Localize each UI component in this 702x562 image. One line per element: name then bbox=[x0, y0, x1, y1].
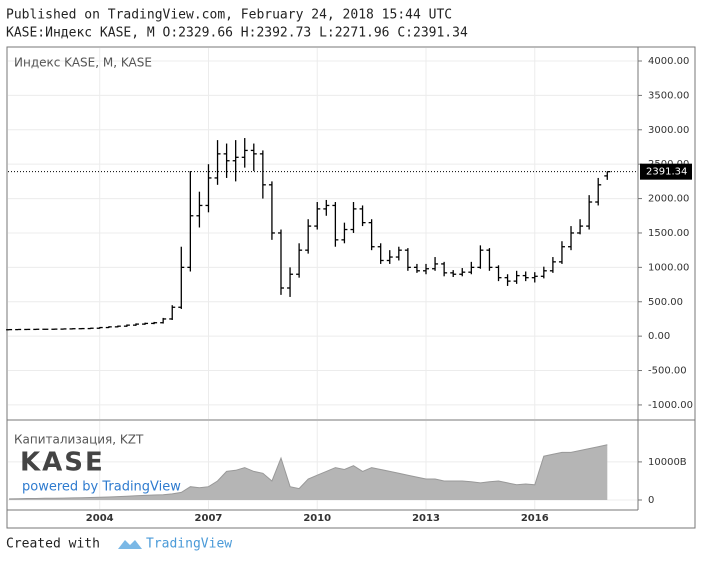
brand: TradingView bbox=[146, 537, 232, 552]
symbol-line: KASE:Индекс KASE, M O:2329.66 H:2392.73 … bbox=[6, 26, 468, 41]
y-tick-label: 4000.00 bbox=[648, 56, 689, 67]
y-tick-label: 0.00 bbox=[648, 331, 670, 342]
y-tick-label: 500.00 bbox=[648, 297, 683, 308]
created-with: Created with bbox=[6, 537, 100, 552]
y-tick-label: 1000.00 bbox=[648, 262, 689, 273]
x-tick-label: 2013 bbox=[412, 513, 440, 524]
y-tick-label: -1000.00 bbox=[648, 400, 693, 411]
y-tick-label: 0 bbox=[648, 495, 654, 506]
last-price-box bbox=[640, 163, 692, 180]
last-price-label: 2391.34 bbox=[646, 167, 687, 178]
logo-tagline: powered by TradingView bbox=[22, 480, 181, 495]
area bbox=[9, 444, 608, 500]
pane-title: Капитализация, KZT bbox=[14, 433, 144, 447]
brand-icon bbox=[118, 540, 142, 549]
y-tick-label: 3000.00 bbox=[648, 125, 689, 136]
y-tick-label: 3500.00 bbox=[648, 90, 689, 101]
y-tick-label: 1500.00 bbox=[648, 228, 689, 239]
y-tick-label: 10000B bbox=[648, 457, 687, 468]
y-tick-label: -500.00 bbox=[648, 366, 687, 377]
x-tick-label: 2007 bbox=[195, 513, 223, 524]
y-tick-label: 2000.00 bbox=[648, 194, 689, 205]
frame bbox=[6, 46, 696, 529]
x-tick-label: 2010 bbox=[303, 513, 331, 524]
logo-name: KASE bbox=[20, 448, 105, 478]
marks bbox=[6, 48, 637, 509]
x-tick-label: 2016 bbox=[521, 513, 549, 524]
published: Published on TradingView.com, February 2… bbox=[6, 8, 452, 23]
x-tick-label: 2004 bbox=[86, 513, 114, 524]
area-line bbox=[9, 444, 608, 500]
pane-title: Индекс KASE, M, KASE bbox=[14, 56, 152, 70]
